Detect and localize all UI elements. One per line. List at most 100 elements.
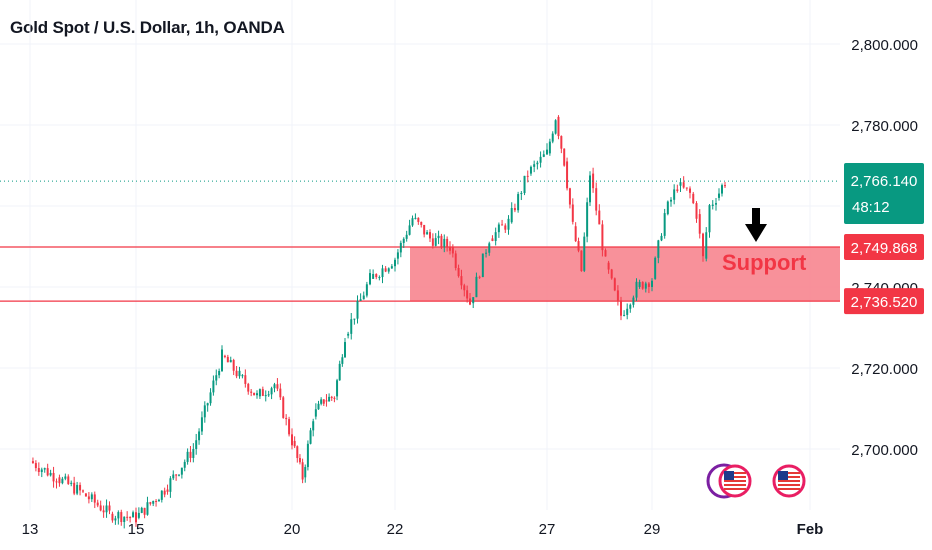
- candle-up: [114, 518, 117, 521]
- candle-up: [123, 516, 126, 522]
- candle-up: [536, 162, 539, 165]
- candle-down: [235, 370, 238, 377]
- candle-down: [126, 516, 129, 518]
- candle-up: [336, 380, 339, 397]
- candle-up: [328, 396, 331, 402]
- last-price-badge-bg: [844, 163, 924, 224]
- candle-up: [229, 360, 232, 363]
- candle-up: [365, 284, 368, 296]
- candle-down: [676, 189, 679, 191]
- candle-up: [632, 297, 635, 305]
- candle-down: [478, 276, 481, 278]
- candle-down: [79, 484, 82, 491]
- candle-down: [102, 510, 105, 513]
- candle-up: [76, 484, 79, 494]
- candle-up: [721, 185, 723, 194]
- candle-down: [595, 188, 598, 211]
- us-flag-event-icon[interactable]: [772, 464, 806, 498]
- candle-down: [135, 512, 137, 523]
- x-tick-label: 29: [644, 521, 661, 538]
- candle-down: [288, 419, 291, 435]
- candle-up: [623, 314, 626, 316]
- candle-up: [221, 349, 223, 371]
- flag-canton: [724, 471, 734, 480]
- candle-up: [523, 175, 526, 194]
- candle-up: [362, 295, 365, 300]
- candle-up: [70, 482, 73, 484]
- candle-up: [472, 297, 475, 304]
- level-badge-value: 2,736.520: [851, 294, 918, 311]
- support-label: Support: [722, 250, 807, 275]
- candle-up: [338, 363, 341, 381]
- candle-up: [105, 505, 108, 513]
- candle-up: [273, 384, 276, 389]
- us-flag-event-icon[interactable]: [718, 464, 752, 498]
- candle-up: [705, 232, 708, 259]
- candle-down: [31, 461, 34, 464]
- candle-up: [507, 218, 510, 230]
- flag-canton: [778, 471, 788, 480]
- candle-up: [180, 467, 183, 475]
- candle-up: [317, 403, 320, 410]
- candle-down: [52, 472, 55, 482]
- candle-down: [84, 493, 87, 497]
- x-tick-label: Feb: [797, 521, 824, 538]
- candle-up: [203, 405, 206, 418]
- candle-down: [460, 276, 463, 286]
- candle-down: [469, 298, 471, 305]
- candle-up: [137, 512, 140, 518]
- candle-down: [598, 210, 601, 225]
- candle-up: [40, 469, 43, 473]
- candle-down: [143, 507, 146, 515]
- candle-down: [82, 490, 84, 492]
- candle-up: [554, 120, 557, 134]
- candle-down: [120, 512, 123, 522]
- candle-down: [574, 226, 577, 242]
- candle-down: [87, 496, 90, 500]
- candle-up: [408, 225, 411, 235]
- candle-up: [711, 204, 714, 206]
- candle-down: [244, 375, 247, 384]
- candle-up: [679, 182, 682, 186]
- candle-down: [689, 188, 691, 193]
- candle-up: [510, 208, 513, 223]
- level-badge: 2,736.520: [844, 288, 924, 315]
- candle-up: [241, 375, 244, 377]
- candle-down: [431, 238, 434, 246]
- level-badge-bg: [844, 288, 924, 315]
- candle-down: [108, 505, 111, 511]
- candle-up: [90, 494, 93, 500]
- candle-down: [560, 136, 563, 149]
- x-tick-label: 20: [284, 521, 301, 538]
- candle-up: [256, 393, 258, 396]
- candle-up: [146, 502, 149, 515]
- candle-up: [169, 478, 172, 492]
- candle-up: [589, 175, 591, 203]
- candle-up: [157, 499, 160, 502]
- candle-down: [513, 208, 516, 211]
- candle-up: [186, 451, 189, 462]
- y-tick-label: 2,780.000: [851, 118, 918, 135]
- candle-up: [200, 417, 203, 432]
- candle-down: [440, 235, 443, 247]
- candle-down: [620, 300, 622, 316]
- candle-down: [604, 250, 607, 257]
- candle-down: [253, 392, 256, 396]
- candle-down: [279, 388, 282, 398]
- candle-down: [491, 238, 494, 241]
- candle-up: [673, 189, 676, 200]
- candle-down: [226, 356, 229, 363]
- candle-up: [304, 467, 307, 478]
- level-badge-value: 2,749.868: [851, 240, 918, 257]
- candle-down: [463, 285, 466, 291]
- candle-down: [526, 175, 529, 177]
- candle-up: [206, 403, 209, 406]
- candle-down: [695, 203, 698, 219]
- candle-up: [353, 318, 356, 320]
- candle-up: [654, 257, 657, 279]
- candle-up: [387, 268, 390, 272]
- candle-up: [635, 281, 638, 298]
- candle-down: [420, 221, 423, 225]
- candle-down: [37, 468, 40, 473]
